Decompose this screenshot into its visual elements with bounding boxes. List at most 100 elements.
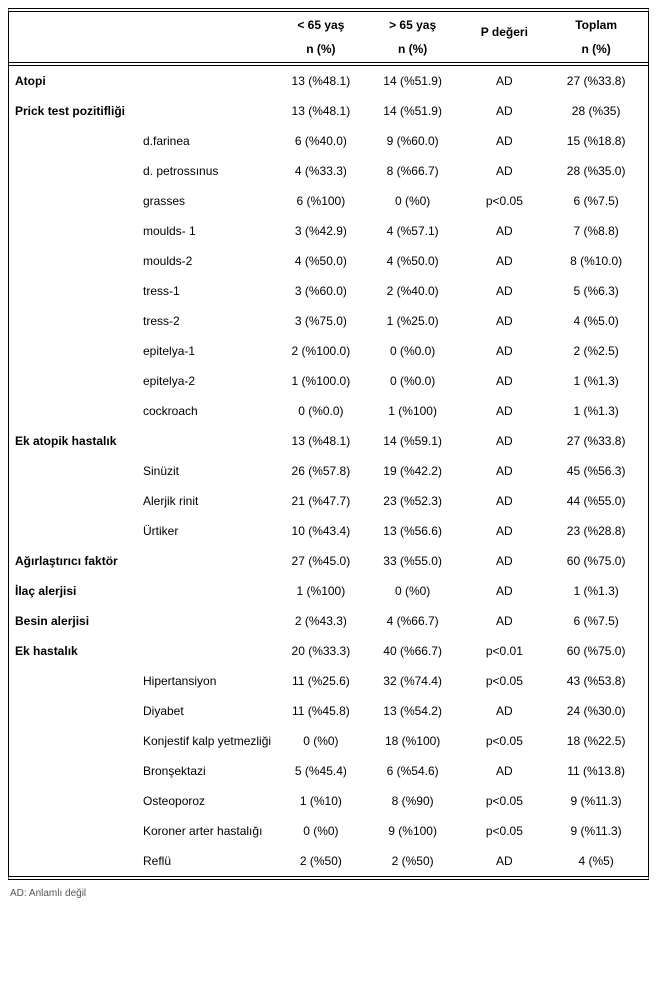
row-sub-label — [143, 554, 275, 568]
cell-total: 4 (%5) — [550, 854, 642, 868]
cell-total: 15 (%18.8) — [550, 134, 642, 148]
table-row: moulds- 13 (%42.9)4 (%57.1)AD7 (%8.8) — [9, 216, 648, 246]
table-row: Osteoporoz1 (%10)8 (%90)p<0.059 (%11.3) — [9, 786, 648, 816]
cell-over65: 9 (%100) — [367, 824, 459, 838]
table-row: Ağırlaştırıcı faktör27 (%45.0)33 (%55.0)… — [9, 546, 648, 576]
row-main-label — [15, 134, 143, 148]
cell-total: 4 (%5.0) — [550, 314, 642, 328]
cell-total: 9 (%11.3) — [550, 794, 642, 808]
cell-over65: 0 (%0) — [367, 194, 459, 208]
cell-pvalue: p<0.01 — [459, 644, 551, 658]
table-row: Alerjik rinit21 (%47.7)23 (%52.3)AD44 (%… — [9, 486, 648, 516]
cell-over65: 2 (%50) — [367, 854, 459, 868]
cell-pvalue: AD — [459, 524, 551, 538]
cell-pvalue: AD — [459, 134, 551, 148]
row-label: Atopi — [15, 74, 275, 88]
cell-under65: 2 (%100.0) — [275, 344, 367, 358]
row-sub-label: Hipertansiyon — [143, 674, 275, 688]
row-label: Sinüzit — [15, 464, 275, 478]
row-main-label — [15, 194, 143, 208]
cell-total: 11 (%13.8) — [550, 764, 642, 778]
cell-under65: 3 (%42.9) — [275, 224, 367, 238]
table-row: moulds-24 (%50.0)4 (%50.0)AD8 (%10.0) — [9, 246, 648, 276]
row-main-label — [15, 494, 143, 508]
row-main-label — [15, 524, 143, 538]
header-under65-bottom: n (%) — [275, 42, 367, 56]
cell-pvalue: p<0.05 — [459, 674, 551, 688]
header-over65-bottom: n (%) — [367, 42, 459, 56]
cell-under65: 13 (%48.1) — [275, 434, 367, 448]
cell-over65: 6 (%54.6) — [367, 764, 459, 778]
row-sub-label: Konjestif kalp yetmezliği — [143, 734, 275, 748]
row-sub-label — [143, 644, 275, 658]
row-sub-label: cockroach — [143, 404, 275, 418]
row-label: Ürtiker — [15, 524, 275, 538]
cell-under65: 0 (%0.0) — [275, 404, 367, 418]
row-main-label — [15, 404, 143, 418]
row-label: Ağırlaştırıcı faktör — [15, 554, 275, 568]
row-sub-label: epitelya-1 — [143, 344, 275, 358]
table-row: Ürtiker10 (%43.4)13 (%56.6)AD23 (%28.8) — [9, 516, 648, 546]
row-sub-label: d.farinea — [143, 134, 275, 148]
row-main-label — [15, 674, 143, 688]
row-main-label: Atopi — [15, 74, 143, 88]
cell-over65: 0 (%0.0) — [367, 374, 459, 388]
row-sub-label: Koroner arter hastalığı — [143, 824, 275, 838]
cell-under65: 1 (%100) — [275, 584, 367, 598]
row-sub-label: Diyabet — [143, 704, 275, 718]
cell-total: 9 (%11.3) — [550, 824, 642, 838]
cell-total: 60 (%75.0) — [550, 644, 642, 658]
cell-over65: 8 (%66.7) — [367, 164, 459, 178]
row-sub-label — [143, 584, 275, 598]
row-label: Diyabet — [15, 704, 275, 718]
cell-under65: 11 (%25.6) — [275, 674, 367, 688]
cell-total: 1 (%1.3) — [550, 404, 642, 418]
header-total-top: Toplam — [550, 18, 642, 32]
header-col-under65: < 65 yaş n (%) — [275, 18, 367, 56]
cell-over65: 40 (%66.7) — [367, 644, 459, 658]
row-sub-label: Bronşektazi — [143, 764, 275, 778]
cell-pvalue: AD — [459, 164, 551, 178]
cell-under65: 5 (%45.4) — [275, 764, 367, 778]
cell-pvalue: AD — [459, 554, 551, 568]
row-main-label: Ek hastalık — [15, 644, 143, 658]
table-row: Bronşektazi5 (%45.4)6 (%54.6)AD11 (%13.8… — [9, 756, 648, 786]
table-row: epitelya-12 (%100.0)0 (%0.0)AD2 (%2.5) — [9, 336, 648, 366]
row-label: cockroach — [15, 404, 275, 418]
cell-under65: 3 (%75.0) — [275, 314, 367, 328]
table-row: Koroner arter hastalığı0 (%0)9 (%100)p<0… — [9, 816, 648, 846]
table-row: tress-23 (%75.0)1 (%25.0)AD4 (%5.0) — [9, 306, 648, 336]
row-main-label: Ek atopik hastalık — [15, 434, 143, 448]
cell-total: 6 (%7.5) — [550, 614, 642, 628]
row-label: Bronşektazi — [15, 764, 275, 778]
row-main-label: Ağırlaştırıcı faktör — [15, 554, 143, 568]
table-row: epitelya-21 (%100.0)0 (%0.0)AD1 (%1.3) — [9, 366, 648, 396]
cell-total: 27 (%33.8) — [550, 434, 642, 448]
row-label: Hipertansiyon — [15, 674, 275, 688]
cell-pvalue: AD — [459, 314, 551, 328]
header-over65-top: > 65 yaş — [367, 18, 459, 32]
row-sub-label: Alerjik rinit — [143, 494, 275, 508]
table-row: Besin alerjisi2 (%43.3)4 (%66.7)AD6 (%7.… — [9, 606, 648, 636]
cell-pvalue: p<0.05 — [459, 824, 551, 838]
cell-pvalue: AD — [459, 74, 551, 88]
header-col-total: Toplam n (%) — [550, 18, 642, 56]
cell-over65: 2 (%40.0) — [367, 284, 459, 298]
row-label: Ek hastalık — [15, 644, 275, 658]
row-label: Prick test pozitifliği — [15, 104, 275, 118]
row-main-label — [15, 734, 143, 748]
cell-pvalue: AD — [459, 254, 551, 268]
cell-over65: 9 (%60.0) — [367, 134, 459, 148]
cell-over65: 23 (%52.3) — [367, 494, 459, 508]
cell-over65: 32 (%74.4) — [367, 674, 459, 688]
row-main-label — [15, 464, 143, 478]
row-label: moulds-2 — [15, 254, 275, 268]
cell-under65: 4 (%50.0) — [275, 254, 367, 268]
row-label: Koroner arter hastalığı — [15, 824, 275, 838]
row-sub-label: moulds- 1 — [143, 224, 275, 238]
cell-under65: 21 (%47.7) — [275, 494, 367, 508]
cell-over65: 4 (%57.1) — [367, 224, 459, 238]
row-main-label — [15, 224, 143, 238]
cell-pvalue: p<0.05 — [459, 734, 551, 748]
row-main-label — [15, 374, 143, 388]
